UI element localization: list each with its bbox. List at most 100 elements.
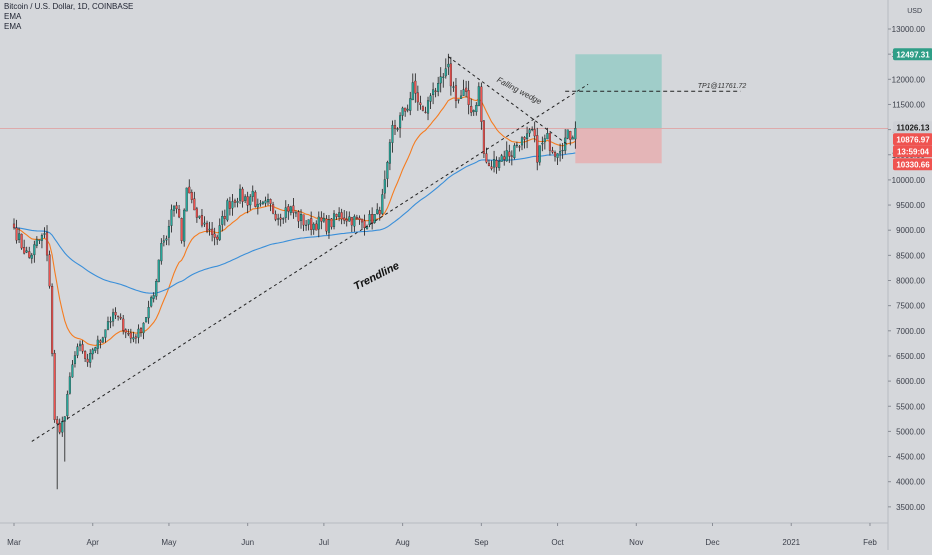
candle-body bbox=[223, 216, 226, 219]
candle bbox=[12, 218, 16, 230]
candle-body bbox=[292, 205, 295, 213]
candle bbox=[45, 225, 49, 262]
candle bbox=[216, 234, 219, 245]
candle bbox=[437, 76, 440, 97]
candle-body bbox=[546, 133, 549, 140]
candle bbox=[28, 246, 31, 259]
candle-body bbox=[132, 337, 135, 340]
candle-body bbox=[236, 201, 239, 203]
candle-body bbox=[152, 295, 155, 299]
countdown-tag: 13:59:04 bbox=[893, 145, 932, 158]
candle bbox=[416, 85, 419, 111]
candle bbox=[348, 211, 351, 222]
candle bbox=[505, 141, 508, 162]
candle-body bbox=[170, 209, 173, 226]
y-tick-label: 3500.00 bbox=[896, 503, 925, 512]
candle-body bbox=[386, 162, 389, 179]
candle bbox=[109, 316, 112, 329]
candle-body bbox=[254, 191, 257, 207]
candle bbox=[523, 136, 526, 149]
candle bbox=[106, 316, 110, 331]
candle bbox=[129, 328, 132, 344]
candle-body bbox=[528, 129, 531, 134]
candle bbox=[221, 210, 224, 232]
candle bbox=[25, 246, 28, 254]
candle bbox=[447, 53, 450, 75]
candle-body bbox=[515, 144, 518, 147]
candle-body bbox=[480, 86, 483, 122]
candle-body bbox=[487, 163, 491, 167]
candle bbox=[150, 295, 153, 308]
candle-body bbox=[472, 110, 475, 112]
candle-body bbox=[310, 218, 313, 230]
candle bbox=[297, 210, 300, 229]
candle bbox=[114, 307, 117, 320]
candle-body bbox=[294, 212, 297, 214]
candle bbox=[426, 96, 430, 121]
candle-body bbox=[51, 286, 54, 354]
candle bbox=[510, 150, 513, 166]
candle bbox=[261, 200, 264, 205]
y-axis-unit: USD bbox=[907, 8, 922, 15]
candle-body bbox=[185, 187, 188, 212]
candle-body bbox=[470, 106, 473, 113]
candle bbox=[239, 184, 242, 204]
candle-body bbox=[526, 133, 529, 140]
ema-legend-2[interactable]: EMA bbox=[4, 22, 22, 31]
candle-body bbox=[45, 232, 49, 256]
symbol-title[interactable]: Bitcoin / U.S. Dollar, 1D, COINBASE bbox=[4, 2, 134, 11]
candle bbox=[401, 106, 404, 121]
candle-body bbox=[193, 198, 196, 211]
stop-price-tag-bg bbox=[893, 158, 932, 171]
y-tick-label: 4000.00 bbox=[896, 478, 925, 487]
candle bbox=[457, 99, 460, 104]
candle bbox=[101, 336, 104, 343]
candle-body bbox=[68, 376, 71, 394]
candle bbox=[142, 322, 145, 340]
candle bbox=[538, 145, 541, 166]
candle bbox=[134, 334, 137, 344]
y-tick-label: 4500.00 bbox=[896, 453, 925, 462]
ema-legend-1[interactable]: EMA bbox=[4, 12, 22, 21]
candle bbox=[536, 127, 539, 171]
candle-body bbox=[63, 416, 66, 422]
candle bbox=[487, 159, 491, 167]
candle-body bbox=[203, 222, 206, 225]
candle-body bbox=[15, 227, 18, 241]
candle bbox=[414, 73, 417, 103]
candle-body bbox=[335, 214, 338, 217]
candle bbox=[58, 418, 61, 435]
ema-slow-line bbox=[13, 152, 576, 294]
candle bbox=[378, 206, 381, 221]
candle-body bbox=[543, 138, 546, 143]
candle-body bbox=[101, 337, 104, 343]
candle-body bbox=[233, 200, 237, 203]
stop-price-tag: 10330.66 bbox=[893, 158, 932, 171]
candle-body bbox=[266, 199, 270, 203]
candle bbox=[312, 222, 315, 235]
x-tick-label: Feb bbox=[863, 538, 877, 547]
candle bbox=[211, 222, 214, 242]
countdown-tag-text: 13:59:04 bbox=[897, 147, 930, 156]
candle-body bbox=[259, 203, 262, 205]
candle bbox=[284, 200, 287, 223]
candle-body bbox=[523, 137, 526, 140]
candle-body bbox=[127, 333, 130, 335]
candle-body bbox=[241, 188, 244, 202]
candle bbox=[264, 196, 267, 207]
candle bbox=[15, 219, 18, 244]
y-tick-label: 10000.00 bbox=[892, 176, 926, 185]
candle bbox=[493, 150, 496, 173]
candle bbox=[315, 220, 318, 231]
y-tick-label: 9500.00 bbox=[896, 201, 925, 210]
candle-body bbox=[449, 63, 452, 87]
candle bbox=[335, 213, 338, 220]
x-tick-label: 2021 bbox=[782, 538, 800, 547]
candle-body bbox=[518, 146, 521, 148]
candle bbox=[564, 129, 567, 155]
candle bbox=[383, 170, 386, 199]
x-tick-label: Jul bbox=[319, 538, 329, 547]
candle bbox=[272, 201, 275, 215]
